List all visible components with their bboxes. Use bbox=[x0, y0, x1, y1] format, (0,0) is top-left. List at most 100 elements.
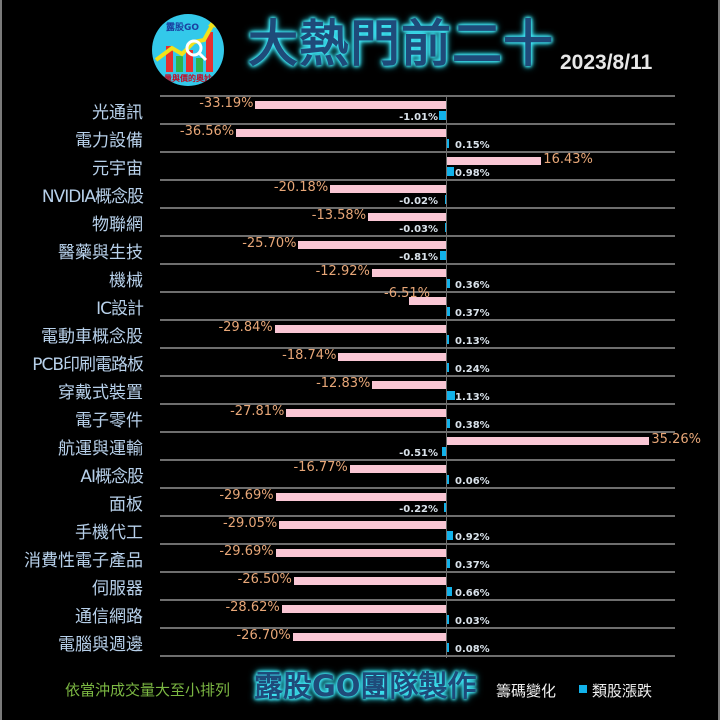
sector-change-value: 0.38% bbox=[455, 420, 490, 431]
sector-change-value: 0.15% bbox=[455, 140, 490, 151]
chip-change-value: -12.83% bbox=[316, 376, 371, 391]
sector-change-value: 0.13% bbox=[455, 336, 490, 347]
category-label: 物聯網 bbox=[92, 215, 143, 235]
chip-change-bar bbox=[349, 465, 446, 473]
sector-change-bar bbox=[447, 615, 449, 624]
chip-change-value: -20.18% bbox=[273, 180, 329, 195]
chip-change-bar bbox=[255, 101, 446, 109]
chip-change-value: -13.58% bbox=[311, 208, 367, 223]
sector-change-bar bbox=[447, 587, 452, 596]
chip-change-bar bbox=[275, 549, 446, 557]
category-label: 面板 bbox=[109, 495, 143, 515]
trend-arrow-icon bbox=[154, 18, 218, 62]
sector-change-value: 0.98% bbox=[455, 168, 490, 179]
grid-line bbox=[160, 403, 675, 405]
sector-change-value: -0.02% bbox=[399, 196, 438, 207]
legend-sector-change: 類股漲跌 bbox=[592, 682, 653, 700]
chip-change-value: -16.77% bbox=[293, 460, 348, 475]
logo-tagline: 量與價的奧妙 bbox=[164, 73, 212, 83]
chip-change-value: -18.74% bbox=[282, 348, 337, 363]
grid-line bbox=[160, 543, 675, 545]
chip-change-bar bbox=[447, 437, 650, 445]
category-label: 元宇宙 bbox=[92, 159, 143, 179]
logo-bar bbox=[166, 46, 173, 72]
grid-line bbox=[160, 151, 675, 153]
grid-line bbox=[160, 487, 675, 489]
sector-change-value: 0.24% bbox=[455, 364, 490, 375]
grid-line bbox=[160, 431, 675, 433]
chip-change-value: -29.84% bbox=[218, 320, 273, 335]
grid-line bbox=[160, 319, 675, 321]
chip-change-bar bbox=[338, 353, 446, 361]
logo-bar bbox=[196, 58, 203, 72]
grid-line bbox=[160, 179, 675, 181]
category-label: 機械 bbox=[109, 271, 143, 291]
category-label: IC設計 bbox=[96, 299, 144, 319]
sector-change-bar bbox=[447, 139, 449, 148]
logo-bar bbox=[206, 32, 213, 72]
sector-change-bar bbox=[444, 503, 446, 512]
grid-line bbox=[160, 571, 675, 573]
sector-change-bar bbox=[444, 223, 446, 232]
chip-change-value: -26.70% bbox=[236, 628, 291, 643]
chip-change-value: -6.51% bbox=[384, 286, 430, 301]
category-label: 電腦與週邊 bbox=[58, 635, 143, 655]
category-label: PCB印刷電路板 bbox=[32, 355, 144, 375]
chip-change-bar bbox=[298, 241, 446, 249]
category-label: NVIDIA概念股 bbox=[41, 187, 144, 207]
chip-change-bar bbox=[274, 325, 446, 333]
grid-line bbox=[160, 375, 675, 377]
chip-change-bar bbox=[275, 493, 446, 501]
sector-change-value: 0.37% bbox=[455, 560, 490, 571]
sector-change-bar bbox=[438, 111, 446, 120]
legend-sector-swatch bbox=[579, 685, 587, 693]
sector-change-value: 0.06% bbox=[455, 476, 490, 487]
sector-change-value: -0.03% bbox=[399, 224, 438, 235]
sector-change-bar bbox=[444, 195, 446, 204]
sector-change-value: 1.13% bbox=[455, 392, 490, 403]
grid-line bbox=[160, 123, 675, 125]
chip-change-bar bbox=[368, 213, 446, 221]
sector-change-bar bbox=[447, 419, 450, 428]
grid-line bbox=[160, 291, 675, 293]
footer-brand: 露股GO團隊製作 bbox=[254, 669, 477, 703]
sector-change-bar bbox=[447, 279, 450, 288]
sector-change-value: 0.66% bbox=[455, 588, 490, 599]
sector-change-bar bbox=[447, 335, 449, 344]
chip-change-value: -33.19% bbox=[199, 96, 254, 111]
chip-change-value: -29.05% bbox=[223, 516, 278, 531]
chip-change-bar bbox=[286, 409, 446, 417]
sector-change-bar bbox=[447, 475, 449, 484]
chart-date: 2023/8/11 bbox=[560, 51, 653, 74]
category-label: AI概念股 bbox=[80, 467, 144, 487]
sector-change-value: 0.03% bbox=[455, 616, 490, 627]
grid-line bbox=[160, 263, 675, 265]
sector-change-value: -1.01% bbox=[399, 112, 438, 123]
grid-line bbox=[160, 347, 675, 349]
category-label: 光通訊 bbox=[92, 103, 143, 123]
sector-change-bar bbox=[447, 363, 449, 372]
grid-line bbox=[160, 207, 675, 209]
grid-line bbox=[160, 655, 675, 657]
chip-change-value: -27.81% bbox=[230, 404, 285, 419]
category-label: 穿戴式裝置 bbox=[58, 383, 143, 403]
sector-change-bar bbox=[447, 531, 454, 540]
category-label: 伺服器 bbox=[92, 579, 143, 599]
sector-change-bar bbox=[447, 559, 450, 568]
sector-change-bar bbox=[447, 167, 454, 176]
grid-line bbox=[160, 515, 675, 517]
category-label: 消費性電子產品 bbox=[24, 551, 143, 571]
chip-change-value: -25.70% bbox=[242, 236, 297, 251]
brand-logo: 露股GO 量與價的奧妙 bbox=[152, 14, 224, 86]
sector-change-bar bbox=[447, 643, 449, 652]
chip-change-value: -28.62% bbox=[225, 600, 280, 615]
sector-change-value: 0.36% bbox=[455, 280, 490, 291]
category-label: 電力設備 bbox=[75, 131, 143, 151]
grid-line bbox=[160, 235, 675, 237]
grid-line bbox=[160, 95, 675, 97]
category-label: 電子零件 bbox=[75, 411, 143, 431]
legend-chip-change: 籌碼變化 bbox=[496, 682, 557, 700]
chip-change-bar bbox=[447, 157, 542, 165]
chip-change-value: -29.69% bbox=[219, 544, 274, 559]
